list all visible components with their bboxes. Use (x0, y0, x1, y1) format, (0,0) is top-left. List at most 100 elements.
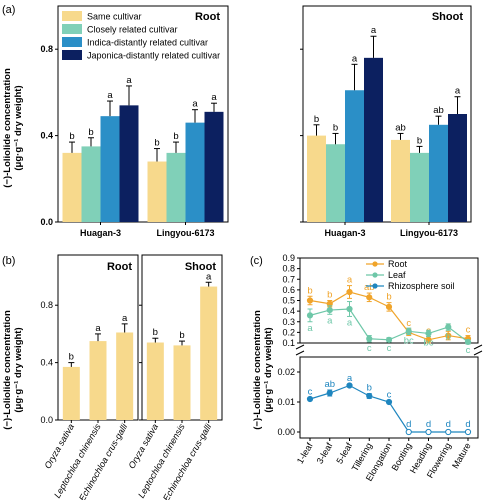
plot-frame (57, 5, 229, 223)
data-point (326, 306, 333, 314)
bar (100, 116, 120, 222)
significance-letter: a (455, 86, 461, 97)
significance-letter: d (426, 419, 431, 430)
bar (116, 332, 134, 420)
y-tick-label: 0.02 (277, 367, 295, 377)
significance-letter: c (466, 345, 471, 356)
data-point (366, 335, 373, 342)
legend-marker (372, 261, 378, 267)
significance-letter: d (446, 419, 451, 430)
data-point (306, 297, 314, 304)
legend-label: Closely related cultivar (87, 25, 178, 35)
significance-letter: b (173, 131, 178, 142)
significance-letter: a (352, 53, 358, 64)
legend-swatch (62, 11, 82, 21)
x-tick-label: Lingyou-6173 (400, 228, 458, 238)
legend-a: Same cultivar Closely related cultivar Ind… (62, 11, 220, 61)
significance-letter: d (465, 419, 470, 430)
axis-break-mark (295, 344, 305, 350)
y-axis-title-b-line1: (−)-Loliolide concentration (2, 310, 13, 430)
data-point (346, 305, 353, 313)
bar (200, 286, 218, 420)
bar (185, 122, 205, 222)
significance-letter: a (347, 373, 353, 384)
data-point (445, 323, 452, 331)
significance-letter: c (387, 343, 392, 354)
axis-break-mark (473, 344, 483, 350)
chart-subtitle: Shoot (185, 261, 216, 273)
data-point (385, 398, 393, 406)
panel-label-a: (a) (2, 4, 15, 16)
significance-letter: b (307, 285, 312, 296)
x-tick-label: 1-leaf (295, 441, 315, 466)
significance-letter: b (327, 290, 332, 301)
y-axis-title-b: (−)-Loliolide concentration (μg·g⁻¹ dry w… (2, 310, 24, 430)
data-point (445, 332, 452, 339)
legend-marker (372, 272, 378, 278)
significance-letter: a (211, 92, 217, 103)
significance-letter: a (122, 313, 128, 324)
significance-letter: b (69, 352, 74, 363)
significance-letter: ab (364, 282, 375, 293)
data-point (306, 312, 314, 319)
significance-letter: ab (395, 122, 406, 133)
x-tick-label: 5-leaf (334, 441, 354, 466)
y-axis-title-a-line2: (μg·g⁻¹ dry weight) (13, 85, 24, 170)
y-tick-label: 0.5 (282, 296, 295, 306)
data-point (464, 338, 472, 346)
data-point (385, 336, 393, 343)
bar (410, 152, 429, 222)
data-point (405, 328, 412, 335)
data-point (366, 294, 373, 301)
significance-letter: c (406, 318, 411, 329)
data-point (385, 303, 393, 310)
y-tick-label: 0.01 (277, 397, 295, 407)
significance-letter: b (446, 331, 451, 342)
bar (89, 341, 107, 420)
y-tick-label: 0.0 (40, 415, 53, 425)
y-tick-label: 0.9 (282, 253, 295, 263)
data-point (445, 428, 452, 436)
data-point (405, 428, 412, 436)
data-point (306, 395, 314, 403)
y-tick-label: 0.6 (282, 285, 295, 295)
significance-letter: b (179, 330, 184, 341)
significance-letter: ab (324, 379, 335, 390)
significance-letter: a (327, 315, 333, 326)
significance-letter: c (466, 325, 471, 336)
y-tick-label: 0.2 (282, 327, 295, 337)
legend-marker (372, 283, 378, 289)
bar (147, 161, 167, 222)
bar (119, 105, 139, 222)
significance-letter: a (107, 90, 113, 101)
significance-letter: b (333, 122, 338, 133)
y-tick-label: 0.8 (40, 300, 53, 310)
bar (364, 57, 383, 223)
significance-letter: a (95, 323, 101, 334)
significance-letter: b (314, 114, 319, 125)
y-tick-label: 0.4 (40, 358, 53, 368)
y-tick-label: 0.4 (40, 131, 53, 141)
significance-letter: b (417, 135, 422, 146)
y-axis-title-a: (−)-Loliolide concentration (μg·g⁻¹ dry w… (2, 68, 24, 188)
x-tick-label: Echinochloa crus-galli (161, 421, 214, 500)
legend-label: Indica-distantly related cultivar (87, 38, 208, 48)
y-tick-label: 0.8 (40, 44, 53, 54)
significance-letter: ab (433, 105, 444, 116)
bar (173, 345, 191, 420)
x-tick-label: Mature (450, 441, 473, 470)
data-point (326, 389, 333, 397)
legend-label: Leaf (388, 270, 406, 280)
significance-letter: b (386, 292, 391, 303)
legend-label: Rhizosphere soil (388, 281, 455, 291)
significance-letter: a (126, 75, 132, 86)
panel-label-c: (c) (250, 255, 263, 267)
significance-letter: b (367, 383, 372, 394)
legend-label: Root (388, 259, 408, 269)
y-axis-title-c: (−)-Loliolide concentration (μg·g⁻¹ dry w… (252, 310, 274, 430)
chart-subtitle: Root (107, 261, 132, 273)
bar (204, 111, 224, 222)
